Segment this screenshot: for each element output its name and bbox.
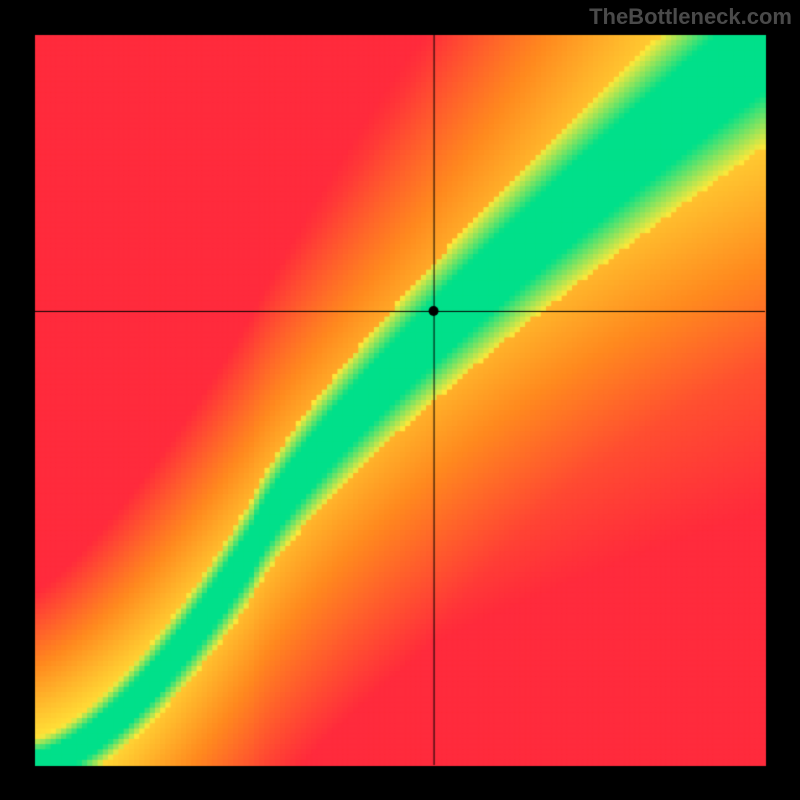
- watermark-text: TheBottleneck.com: [589, 4, 792, 30]
- chart-container: TheBottleneck.com: [0, 0, 800, 800]
- heatmap-canvas: [0, 0, 800, 800]
